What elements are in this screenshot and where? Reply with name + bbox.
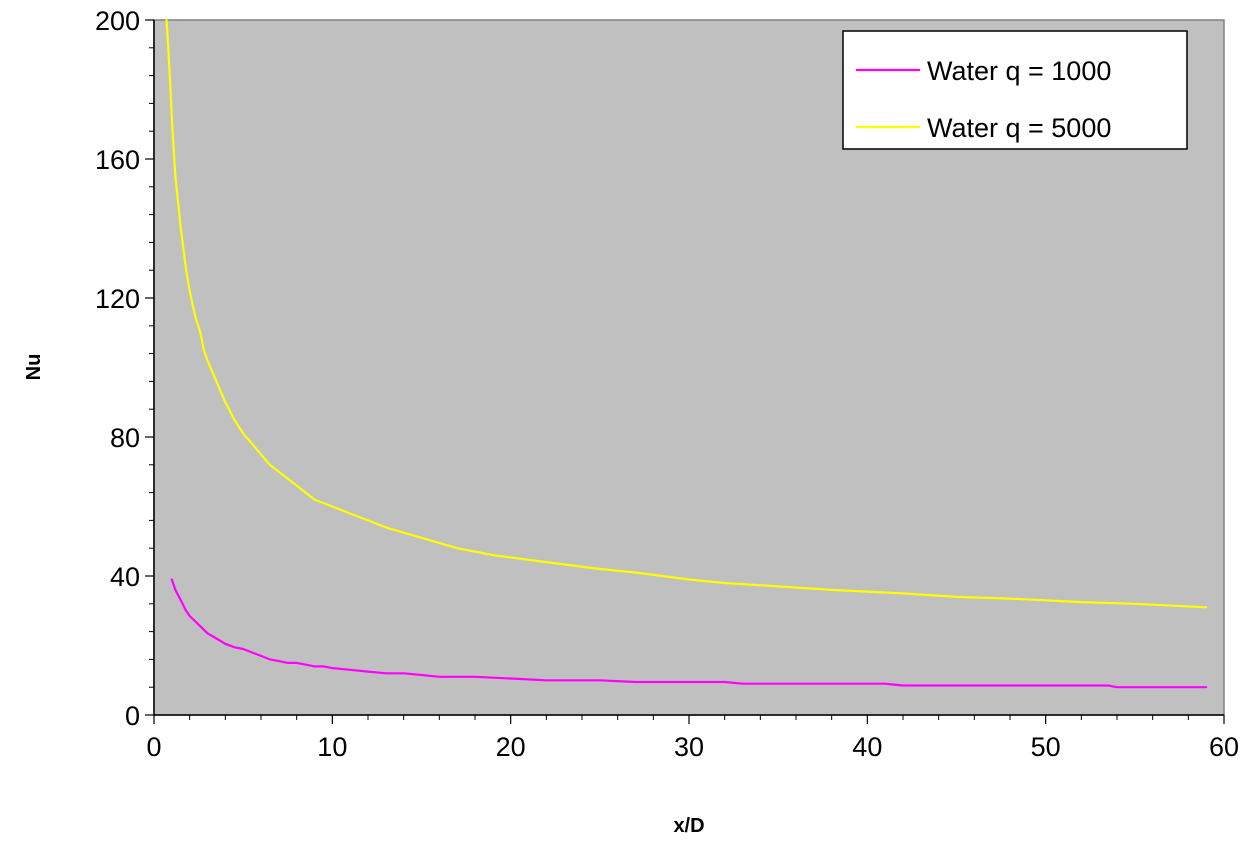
- legend-label-1: Water q = 1000: [927, 56, 1111, 86]
- x-tick-label: 10: [317, 732, 347, 762]
- legend-box: [842, 30, 1188, 150]
- x-tick-label: 60: [1209, 732, 1239, 762]
- x-tick-label: 50: [1031, 732, 1061, 762]
- y-tick-label: 40: [110, 562, 140, 592]
- y-tick-label: 160: [95, 145, 140, 175]
- x-axis-title: x/D: [673, 815, 704, 837]
- y-tick-label: 200: [95, 6, 140, 36]
- x-tick-label: 20: [496, 732, 526, 762]
- y-tick-label: 0: [125, 701, 140, 731]
- x-tick-label: 30: [674, 732, 704, 762]
- x-tick-label: 0: [146, 732, 161, 762]
- series-layer: [165, 18, 1208, 689]
- legend: Water q = 1000 Water q = 5000: [842, 30, 1188, 150]
- y-tick-label: 120: [95, 284, 140, 314]
- y-tick-label: 80: [110, 423, 140, 453]
- ticks: 0 10 20 30 40 50 60 0 40 80 120 160 200: [95, 6, 1239, 762]
- legend-items: Water q = 1000 Water q = 5000: [856, 56, 1111, 143]
- legend-label-2: Water q = 5000: [927, 113, 1111, 143]
- series-line-2: [165, 18, 1208, 609]
- y-axis-title: Nu: [23, 354, 45, 381]
- x-tick-label: 40: [852, 732, 882, 762]
- series-line-1: [170, 578, 1208, 689]
